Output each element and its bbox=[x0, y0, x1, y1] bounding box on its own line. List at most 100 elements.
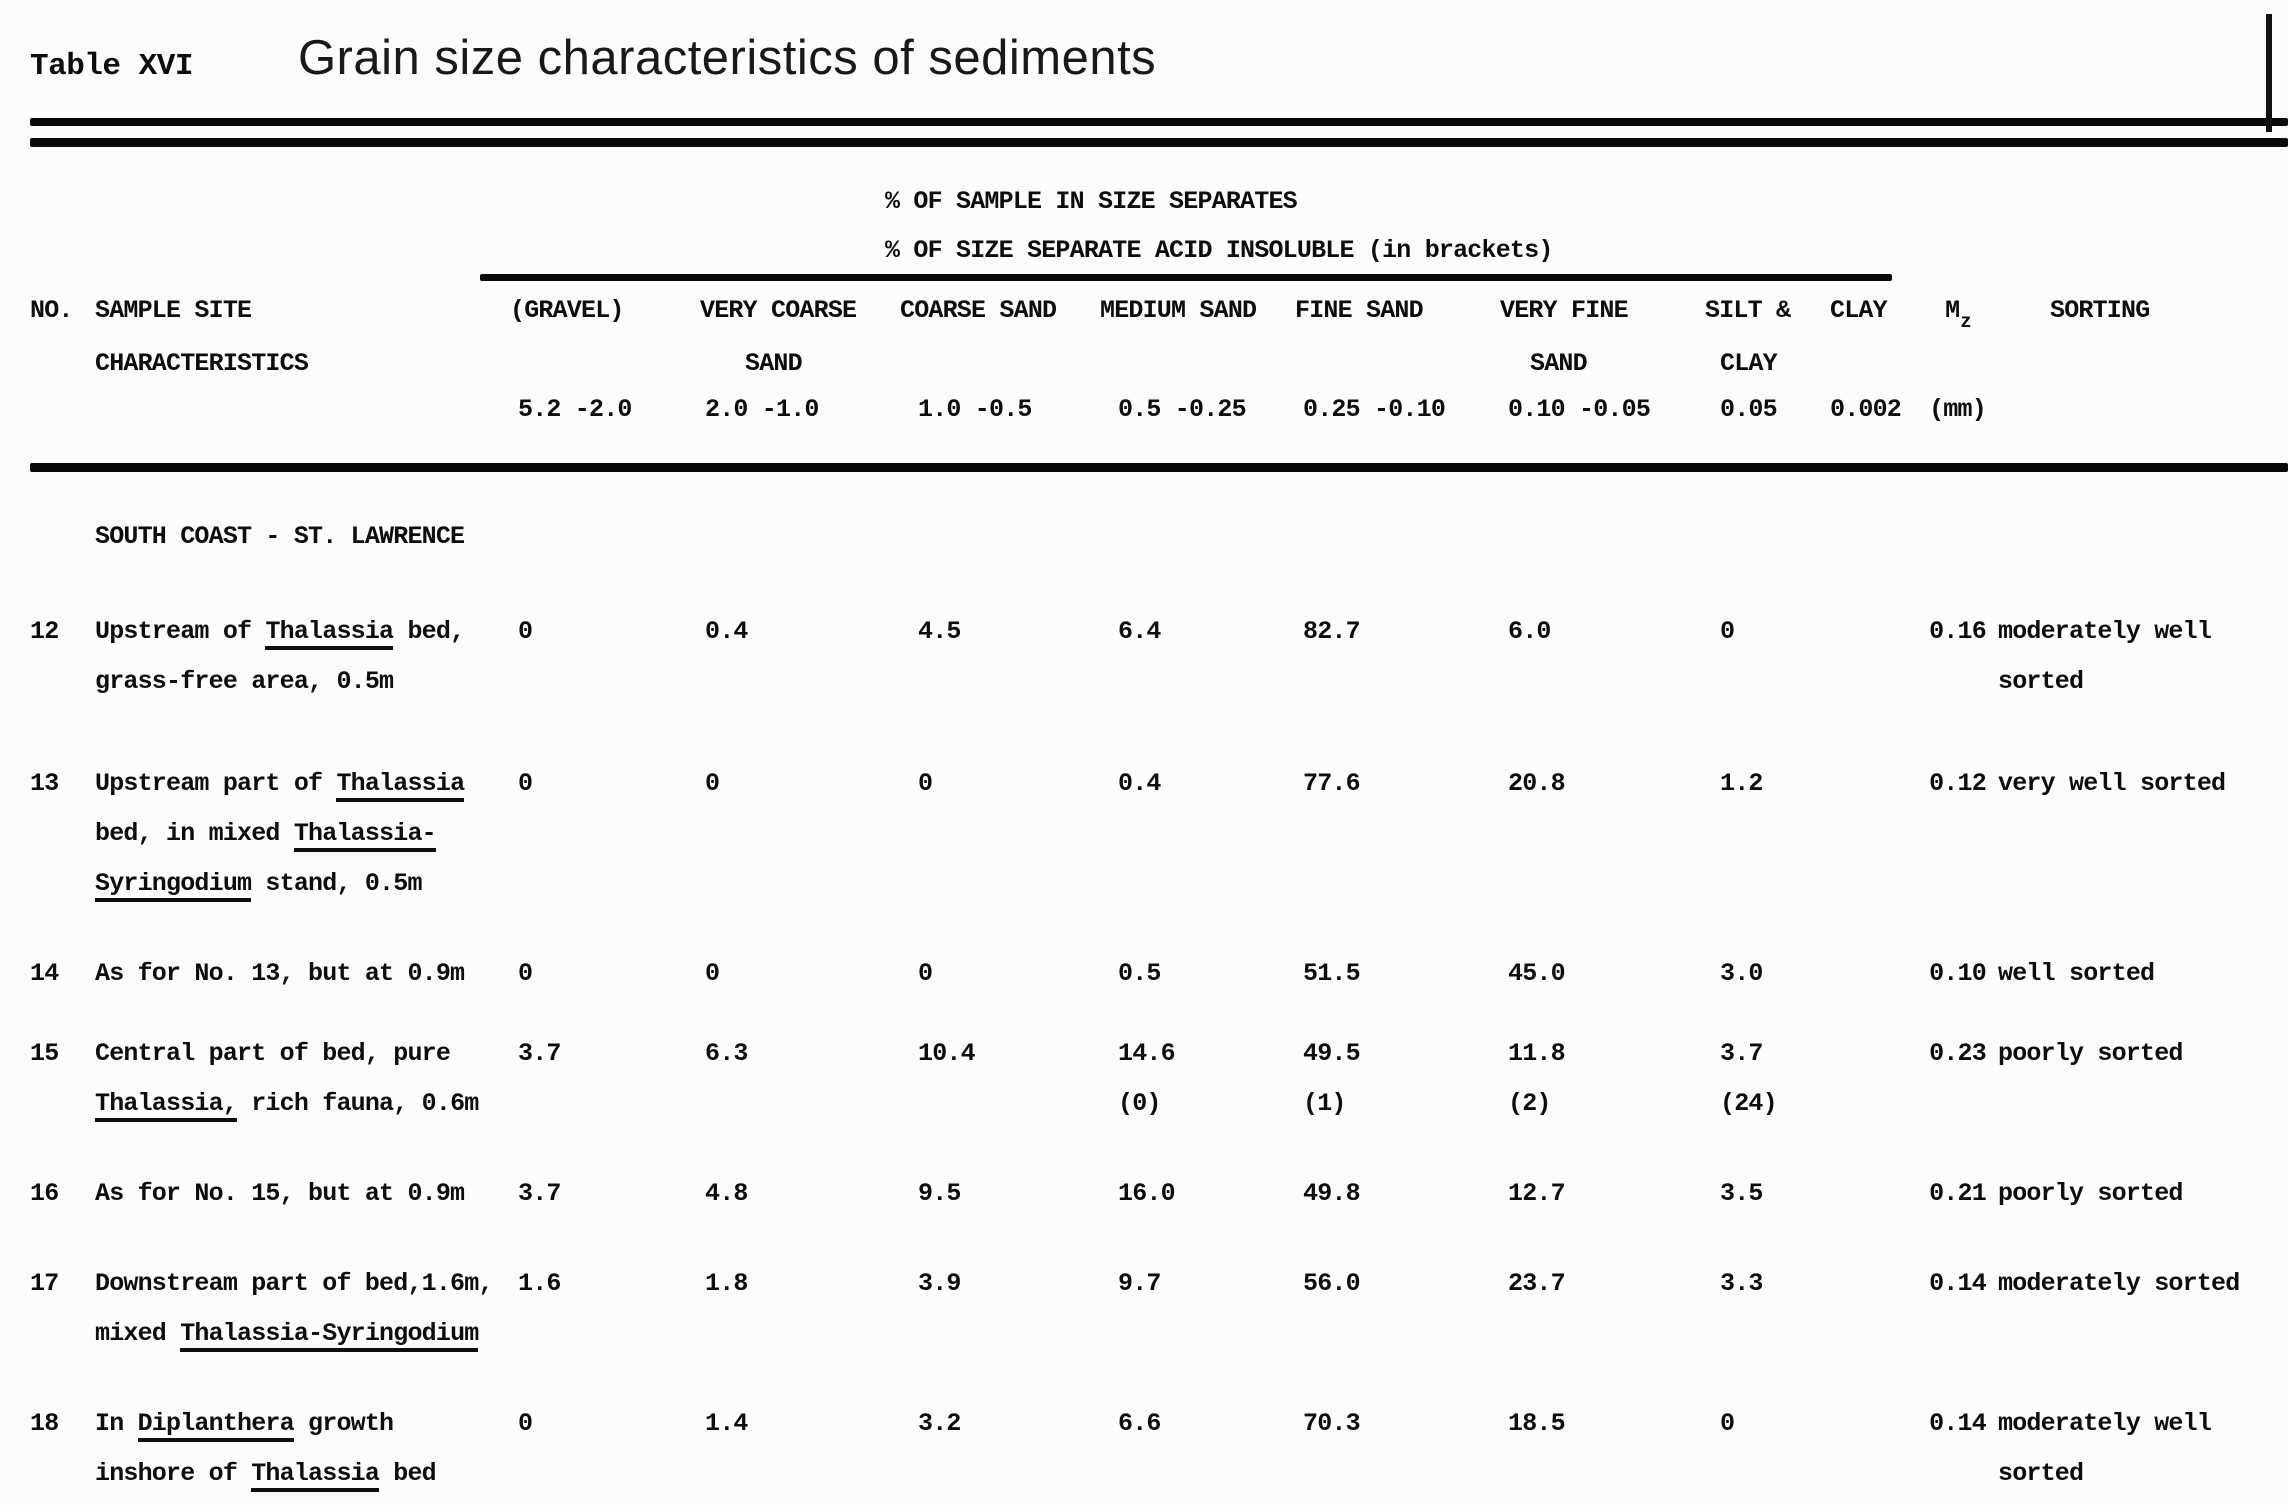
cell-clay bbox=[1830, 949, 1920, 999]
col-header-very-fine-line2: SAND bbox=[1530, 349, 1588, 378]
site-description: Central part of bed, pure Thalassia, ric… bbox=[95, 1029, 510, 1129]
table-title: Table XVI Grain size characteristics of … bbox=[0, 0, 2288, 86]
cell-sorting: moderately well sorted bbox=[1998, 617, 2212, 696]
range-very-fine: 0.10 -0.05 bbox=[1508, 395, 1651, 424]
range-coarse: 1.0 -0.5 bbox=[918, 395, 1032, 424]
cell-coarse: 9.5 bbox=[918, 1179, 961, 1208]
site-description: Downstream part of bed,1.6m, mixed Thala… bbox=[95, 1259, 510, 1359]
col-header-site: SAMPLE SITE bbox=[95, 296, 252, 325]
range-silt: 0.05 bbox=[1720, 395, 1778, 424]
cell-fine: 77.6 bbox=[1303, 769, 1361, 798]
row-number: 12 bbox=[30, 617, 59, 646]
cell-sorting: well sorted bbox=[1998, 959, 2155, 988]
col-header-very-fine: VERY FINE bbox=[1500, 296, 1629, 325]
cell-gravel: 0 bbox=[518, 959, 533, 988]
column-headers-row1: NO. SAMPLE SITE (GRAVEL) VERY COARSE COA… bbox=[0, 296, 2288, 333]
horizontal-rule bbox=[480, 274, 1892, 281]
cell-clay bbox=[1830, 607, 1920, 707]
row-number: 14 bbox=[30, 959, 59, 988]
row-number: 17 bbox=[30, 1269, 59, 1298]
cell-clay bbox=[1830, 1029, 1920, 1129]
cell-coarse: 10.4 bbox=[918, 1039, 976, 1068]
cell-very-coarse: 4.8 bbox=[705, 1179, 748, 1208]
site-description: As for No. 13, but at 0.9m bbox=[95, 949, 510, 999]
cell-gravel: 0 bbox=[518, 617, 533, 646]
table-row: 17 Downstream part of bed,1.6m, mixed Th… bbox=[0, 1259, 2288, 1359]
cell-fine: 56.0 bbox=[1303, 1269, 1361, 1298]
cell-silt: 0 bbox=[1720, 617, 1735, 646]
site-line: bed, in mixed Thalassia- bbox=[95, 809, 510, 859]
col-header-mz: Mz bbox=[1920, 296, 1995, 333]
col-header-no: NO. bbox=[30, 296, 73, 325]
cell-medium: 0.5 bbox=[1118, 959, 1161, 988]
site-line: Downstream part of bed,1.6m, bbox=[95, 1269, 493, 1298]
site-line: As for No. 13, but at 0.9m bbox=[95, 959, 465, 988]
cell-clay bbox=[1830, 759, 1920, 909]
cell-medium: 6.4 bbox=[1118, 617, 1161, 646]
cell-fine: 70.3 bbox=[1303, 1409, 1361, 1438]
col-header-fine: FINE SAND bbox=[1295, 296, 1424, 325]
row-number: 15 bbox=[30, 1039, 59, 1068]
cell-silt: 3.3 bbox=[1720, 1269, 1763, 1298]
cell-very-coarse: 0.4 bbox=[705, 617, 748, 646]
table-number: Table XVI bbox=[30, 49, 193, 84]
cell-sorting: poorly sorted bbox=[1998, 1179, 2183, 1208]
cell-silt: 0 bbox=[1720, 1409, 1735, 1438]
cell-sorting: moderately well sorted bbox=[1998, 1409, 2212, 1488]
site-description: In Diplanthera growth inshore of Thalass… bbox=[95, 1399, 510, 1499]
page-title: Grain size characteristics of sediments bbox=[297, 31, 1157, 85]
range-gravel: 5.2 -2.0 bbox=[518, 395, 632, 424]
cell-very-fine: 45.0 bbox=[1508, 959, 1566, 988]
cell-very-fine: 20.8 bbox=[1508, 769, 1566, 798]
table-row: 15 Central part of bed, pure Thalassia, … bbox=[0, 1029, 2288, 1129]
row-number: 13 bbox=[30, 769, 59, 798]
column-headers-row2: CHARACTERISTICS SAND SAND CLAY bbox=[0, 349, 2288, 379]
table-row: 14 As for No. 13, but at 0.9m 0 0 0 0.5 … bbox=[0, 949, 2288, 999]
cell-fine: 49.5 (1) bbox=[1303, 1039, 1361, 1118]
cell-coarse: 4.5 bbox=[918, 617, 961, 646]
cell-very-fine: 18.5 bbox=[1508, 1409, 1566, 1438]
col-header-coarse: COARSE SAND bbox=[900, 296, 1057, 325]
cell-mz: 0.16 bbox=[1929, 617, 1987, 646]
cell-very-fine: 6.0 bbox=[1508, 617, 1551, 646]
size-ranges-row: 5.2 -2.0 2.0 -1.0 1.0 -0.5 0.5 -0.25 0.2… bbox=[0, 395, 2288, 425]
cell-very-fine: 12.7 bbox=[1508, 1179, 1566, 1208]
header-span-line2: % OF SIZE SEPARATE ACID INSOLUBLE (in br… bbox=[885, 236, 1553, 265]
cell-mz: 0.23 bbox=[1929, 1039, 1987, 1068]
cell-clay bbox=[1830, 1169, 1920, 1219]
table-row: 12 Upstream of Thalassia bed, grass-free… bbox=[0, 607, 2288, 707]
range-clay: 0.002 bbox=[1830, 395, 1902, 424]
range-medium: 0.5 -0.25 bbox=[1118, 395, 1247, 424]
cell-coarse: 0 bbox=[918, 769, 933, 798]
horizontal-rule bbox=[30, 118, 2288, 126]
mz-subscript: z bbox=[1960, 311, 1971, 333]
cell-silt: 1.2 bbox=[1720, 769, 1763, 798]
range-fine: 0.25 -0.10 bbox=[1303, 395, 1446, 424]
site-line: As for No. 15, but at 0.9m bbox=[95, 1179, 465, 1208]
cell-clay bbox=[1830, 1399, 1920, 1499]
cell-fine: 49.8 bbox=[1303, 1179, 1361, 1208]
cell-mz: 0.10 bbox=[1929, 959, 1987, 988]
row-number: 16 bbox=[30, 1179, 59, 1208]
row-number: 18 bbox=[30, 1409, 59, 1438]
site-description: Upstream of Thalassia bed, grass-free ar… bbox=[95, 607, 510, 707]
cell-gravel: 3.7 bbox=[518, 1039, 561, 1068]
cell-very-coarse: 0 bbox=[705, 959, 720, 988]
cell-coarse: 3.2 bbox=[918, 1409, 961, 1438]
cell-very-fine: 11.8 (2) bbox=[1508, 1039, 1566, 1118]
cell-fine: 51.5 bbox=[1303, 959, 1361, 988]
mz-symbol: M bbox=[1945, 296, 1960, 325]
site-line: Upstream of Thalassia bed, bbox=[95, 607, 510, 657]
site-description: As for No. 15, but at 0.9m bbox=[95, 1169, 510, 1219]
table-row: 13 Upstream part of Thalassia bed, in mi… bbox=[0, 759, 2288, 909]
cell-sorting: poorly sorted bbox=[1998, 1039, 2183, 1068]
cell-medium: 0.4 bbox=[1118, 769, 1161, 798]
section-heading: SOUTH COAST - ST. LAWRENCE bbox=[95, 522, 465, 551]
range-mz-unit: (mm) bbox=[1929, 395, 1987, 424]
cell-very-coarse: 0 bbox=[705, 769, 720, 798]
col-header-very-coarse-line2: SAND bbox=[745, 349, 803, 378]
cell-gravel: 0 bbox=[518, 1409, 533, 1438]
site-line: inshore of Thalassia bed bbox=[95, 1449, 510, 1499]
site-line: mixed Thalassia-Syringodium bbox=[95, 1309, 510, 1359]
horizontal-rule bbox=[30, 463, 2288, 472]
